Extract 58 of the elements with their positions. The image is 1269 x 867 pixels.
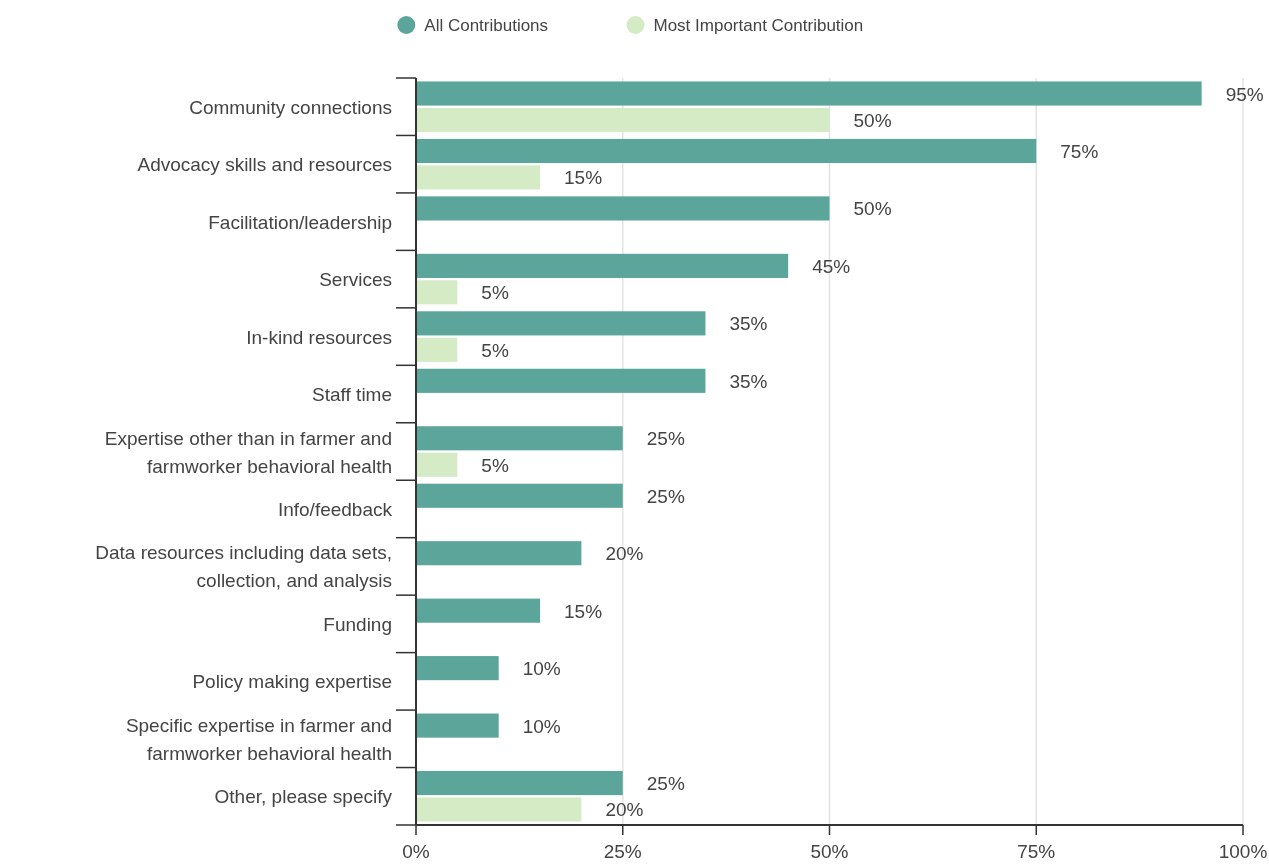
y-tick-label: Community connections	[189, 96, 392, 118]
data-label: 15%	[564, 167, 603, 189]
data-label: 20%	[605, 543, 644, 565]
legend-label: All Contributions	[424, 16, 549, 35]
y-tick-label: Staff time	[312, 384, 392, 406]
data-label: 25%	[646, 485, 685, 507]
bar	[416, 797, 582, 822]
bar	[416, 165, 541, 190]
x-tick-label: 0%	[402, 841, 430, 862]
bar	[416, 770, 623, 796]
data-label: 20%	[605, 799, 644, 821]
y-tick-label: Expertise other than in farmer and farmworker behavioral health	[104, 427, 392, 477]
bar	[416, 656, 499, 681]
bar	[416, 107, 830, 133]
data-label: 5%	[481, 454, 509, 476]
data-label: 25%	[646, 773, 685, 795]
bar	[416, 426, 623, 451]
y-tick-label: Funding	[323, 613, 392, 635]
y-tick-label: Policy making expertise	[192, 671, 392, 693]
data-label: 5%	[481, 282, 509, 304]
y-tick-label: Services	[319, 269, 392, 291]
data-label: 45%	[812, 255, 851, 277]
bar	[416, 368, 706, 393]
bar	[416, 337, 458, 362]
legend-label: Most Important Contribution	[653, 16, 864, 35]
data-label: 15%	[564, 600, 603, 622]
y-tick-label: Advocacy skills and resources	[137, 154, 392, 176]
data-label: 35%	[729, 313, 768, 335]
data-label: 10%	[522, 658, 561, 680]
x-tick-label: 50%	[810, 841, 849, 862]
bar	[416, 280, 458, 305]
bar	[416, 253, 789, 278]
y-tick-label: Specific expertise in farmer and farmworker behavioral health	[125, 714, 392, 764]
bar	[416, 598, 541, 623]
bar	[416, 311, 706, 336]
bar	[416, 81, 1202, 106]
data-label: 75%	[1060, 140, 1099, 162]
y-tick-label: Other, please specify	[214, 786, 393, 808]
y-tick-label: Info/feedback	[277, 498, 393, 520]
data-label: 25%	[646, 428, 685, 450]
y-tick-label: In-kind resources	[246, 326, 392, 348]
x-tick-label: 100%	[1218, 841, 1268, 862]
y-tick-label: Facilitation/leadership	[208, 211, 392, 233]
data-label: 50%	[853, 109, 892, 131]
data-label: 5%	[481, 339, 509, 361]
bar	[416, 138, 1037, 164]
data-label: 35%	[729, 370, 768, 392]
x-tick-label: 25%	[603, 841, 642, 862]
data-label: 10%	[522, 715, 561, 737]
data-label: 95%	[1225, 83, 1264, 105]
bar	[416, 452, 458, 477]
data-label: 50%	[853, 198, 892, 220]
y-tick-label: Data resources including data sets, collection, and analysis	[95, 542, 392, 592]
bar	[416, 196, 830, 221]
x-tick-label: 75%	[1017, 841, 1056, 862]
bar	[416, 541, 582, 566]
bar	[416, 483, 623, 508]
bar	[416, 713, 499, 738]
